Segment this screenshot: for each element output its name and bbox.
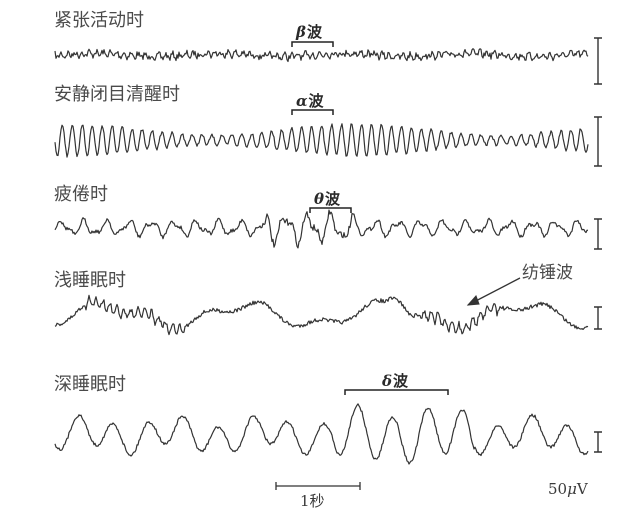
wave-suffix-alpha: 波: [308, 92, 324, 110]
amp-bar-light: [594, 306, 602, 330]
alpha-bracket: [291, 109, 334, 115]
state-label-tense: 紧张活动时: [54, 10, 144, 31]
amplitude-unit: V: [576, 480, 588, 498]
amp-bar-deep: [594, 431, 602, 453]
wave-name-delta: δ波: [382, 370, 408, 391]
wave-suffix-beta: 波: [306, 23, 322, 41]
wave-name-theta: θ波: [314, 188, 340, 209]
beta-bracket: [291, 41, 334, 47]
time-scale-bar: [275, 482, 361, 490]
amplitude-value: 50: [548, 480, 568, 498]
beta-wave-trace: [54, 48, 589, 63]
spindle-arrow-head: [466, 295, 480, 306]
theta-bracket: [309, 207, 352, 213]
theta-wave-trace: [54, 209, 589, 249]
state-label-tired: 疲倦时: [54, 184, 108, 205]
wave-greek-alpha: α: [296, 92, 308, 110]
amp-bar-theta: [594, 218, 602, 250]
delta-wave-trace: [54, 403, 589, 465]
wave-name-beta: β波: [296, 21, 322, 42]
wave-greek-delta: δ: [382, 372, 393, 390]
wave-greek-theta: θ: [314, 190, 325, 208]
amp-bar-alpha: [594, 116, 602, 167]
state-label-light-sleep: 浅睡眠时: [54, 270, 126, 291]
amplitude-scale-label: 50μV: [548, 480, 588, 498]
wave-suffix-delta: 波: [393, 372, 409, 390]
wave-suffix-theta: 波: [325, 190, 341, 208]
spindle-wave-label: 纺锤波: [522, 263, 573, 283]
delta-bracket: [344, 389, 449, 395]
wave-greek-beta: β: [296, 23, 306, 41]
alpha-wave-trace: [54, 123, 589, 158]
state-label-relaxed: 安静闭目清醒时: [54, 84, 180, 105]
amplitude-mu: μ: [567, 480, 577, 498]
light-sleep-wave-trace: [54, 294, 589, 336]
wave-name-alpha: α波: [296, 90, 324, 111]
amp-bar-beta: [594, 37, 602, 85]
time-scale-label: 1秒: [300, 492, 325, 510]
state-label-deep-sleep: 深睡眠时: [54, 374, 126, 395]
